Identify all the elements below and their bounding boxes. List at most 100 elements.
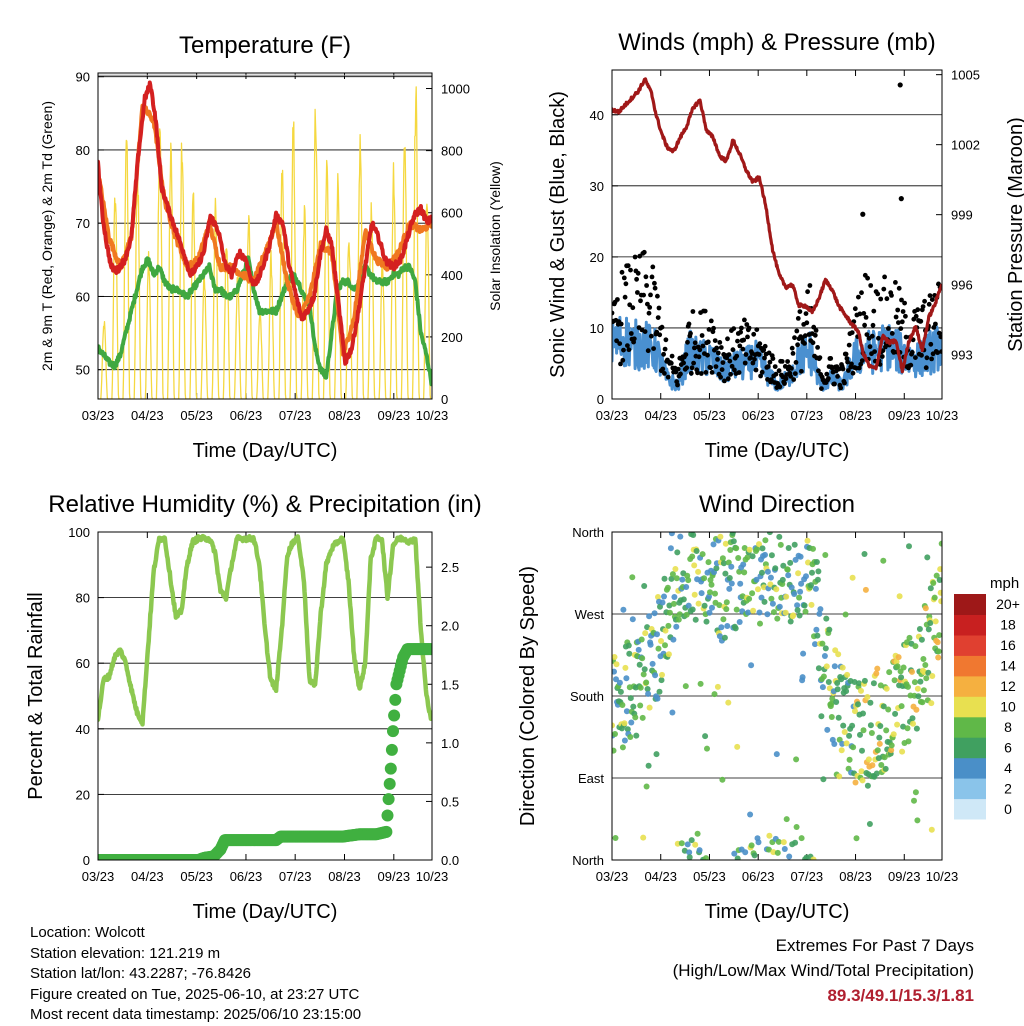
- gust-point: [618, 361, 623, 367]
- direction-x-tick-label: 08/23: [839, 869, 872, 884]
- direction-point: [844, 671, 851, 678]
- gust-point: [699, 333, 705, 338]
- direction-point: [852, 779, 859, 786]
- direction-point: [801, 602, 808, 609]
- direction-point: [662, 627, 669, 634]
- direction-point: [622, 664, 629, 671]
- gust-point: [791, 377, 797, 382]
- direction-point: [727, 547, 734, 553]
- direction-point: [796, 612, 803, 619]
- direction-x-tick-label: 07/23: [791, 869, 824, 884]
- direction-point: [756, 541, 762, 548]
- precip-point: [387, 725, 399, 738]
- direction-point: [684, 841, 691, 848]
- gust-point: [908, 362, 914, 368]
- direction-point: [802, 608, 809, 615]
- direction-point: [900, 664, 907, 671]
- direction-point: [894, 721, 901, 728]
- direction-point: [825, 679, 832, 685]
- gust-point: [863, 315, 869, 320]
- gust-point: [927, 293, 933, 298]
- humidity-y-tick-label: 100: [68, 525, 90, 540]
- direction-point: [791, 591, 798, 597]
- direction-point: [680, 596, 687, 603]
- gust-point: [746, 325, 752, 331]
- direction-point: [694, 830, 701, 837]
- gust-point: [832, 381, 837, 387]
- gust-point: [899, 297, 904, 303]
- direction-point: [787, 559, 794, 566]
- temperature-x-tick-label: 04/23: [131, 408, 164, 423]
- direction-point: [910, 720, 916, 727]
- gust-point: [789, 345, 795, 351]
- direction-point: [865, 756, 872, 763]
- direction-point: [658, 638, 664, 644]
- gust-point: [641, 292, 646, 298]
- winds-x-tick-label: 07/23: [791, 408, 824, 423]
- gust-point: [879, 354, 885, 359]
- direction-point: [936, 577, 942, 583]
- direction-point: [683, 611, 690, 618]
- direction-point: [726, 575, 733, 581]
- direction-point: [641, 583, 648, 589]
- direction-point: [670, 636, 677, 643]
- direction-point: [843, 740, 850, 747]
- direction-point: [914, 685, 921, 692]
- direction-point: [746, 546, 753, 553]
- direction-point: [780, 562, 787, 569]
- direction-point: [668, 575, 675, 582]
- direction-point: [937, 589, 942, 596]
- gust-point: [926, 301, 932, 307]
- winds-frame: [611, 69, 943, 400]
- gust-point: [726, 352, 732, 357]
- direction-point: [876, 740, 883, 747]
- direction-point: [685, 602, 692, 609]
- gust-point: [734, 353, 740, 359]
- gust-point: [660, 366, 666, 372]
- direction-point: [647, 641, 654, 648]
- direction-point: [690, 532, 697, 538]
- gust-point: [623, 281, 629, 287]
- gust-point: [867, 344, 873, 350]
- direction-point: [666, 609, 673, 616]
- gust-point: [865, 275, 870, 281]
- direction-point: [669, 571, 676, 578]
- gust-point: [792, 371, 798, 376]
- gust-point: [641, 249, 647, 255]
- direction-point: [688, 837, 695, 844]
- gust-point: [767, 359, 773, 365]
- direction-point: [794, 602, 801, 609]
- direction-point: [728, 580, 735, 587]
- gust-point: [663, 337, 669, 343]
- direction-point: [748, 662, 755, 669]
- gust-point: [656, 305, 662, 311]
- gust-point: [777, 384, 783, 390]
- direction-point: [620, 606, 627, 613]
- humidity-x-tick-label: 04/23: [131, 869, 164, 884]
- direction-point: [873, 670, 880, 677]
- temperature-y2-tick-label: 400: [441, 268, 463, 283]
- gust-point: [810, 340, 816, 346]
- direction-point: [839, 664, 846, 671]
- gust-point: [903, 334, 909, 340]
- gust-point: [923, 365, 929, 371]
- gust-point: [698, 371, 704, 376]
- direction-point: [826, 626, 833, 633]
- direction-point: [912, 789, 919, 796]
- gust-point: [807, 283, 813, 288]
- humidity-xlabel: Time (Day/UTC): [193, 901, 338, 923]
- direction-point: [911, 797, 917, 804]
- direction-point: [912, 643, 919, 650]
- humidity-y2-tick-label: 2.0: [441, 619, 459, 634]
- direction-point: [734, 743, 741, 750]
- direction-point: [882, 765, 889, 772]
- direction-point: [669, 709, 676, 716]
- gust-point: [712, 338, 718, 343]
- gust-point: [621, 275, 627, 281]
- precip-point: [380, 825, 393, 838]
- direction-point: [891, 677, 898, 684]
- colorbar-label: 6: [1004, 739, 1012, 755]
- gust-point: [790, 351, 796, 356]
- direction-point: [665, 622, 672, 629]
- direction-point: [786, 853, 793, 860]
